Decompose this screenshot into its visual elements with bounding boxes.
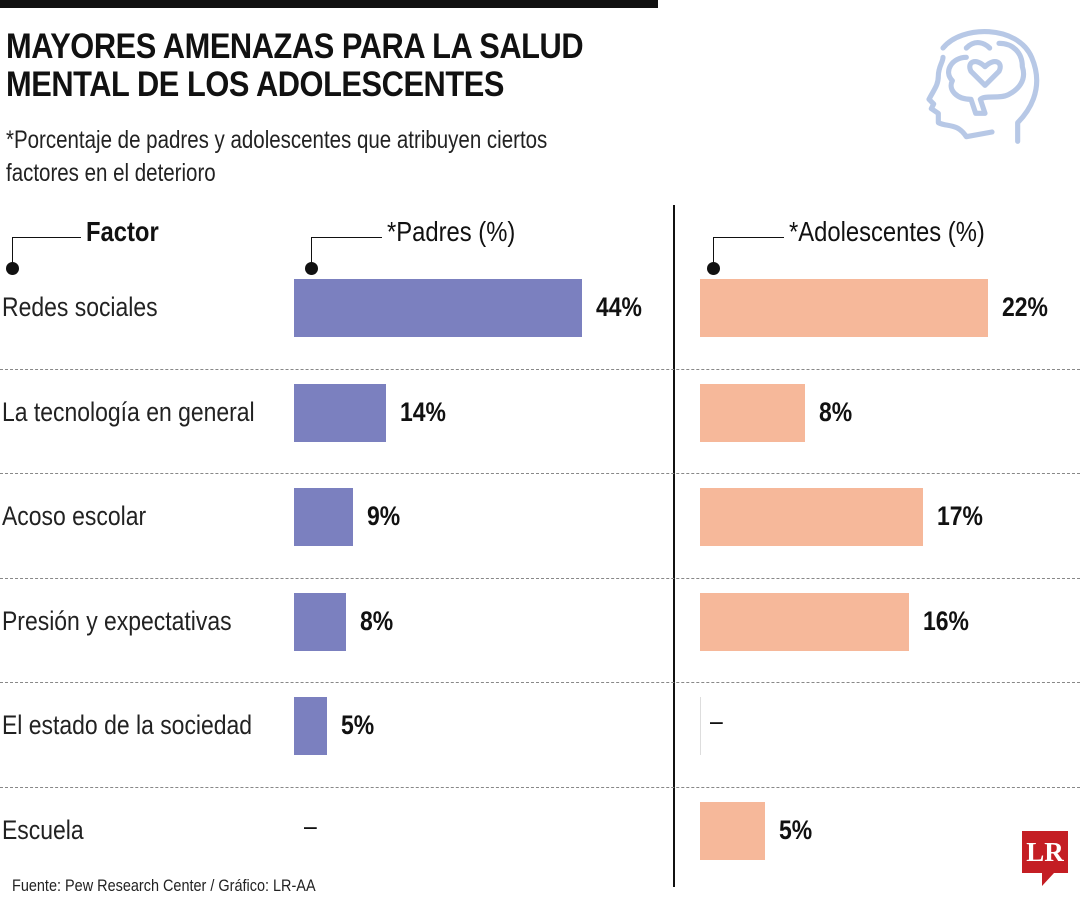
category-label: El estado de la sociedad: [2, 710, 253, 741]
value-label: 16%: [923, 605, 970, 636]
source-note: Fuente: Pew Research Center / Gráfico: L…: [12, 876, 316, 895]
row-separator: [0, 577, 1080, 579]
padres-header-dot: [305, 262, 318, 275]
legend-padres: *Padres (%): [387, 216, 516, 247]
chart-title: MAYORES AMENAZAS PARA LA SALUD MENTAL DE…: [6, 27, 584, 104]
bar-adolescentes: [700, 279, 988, 337]
value-label: 17%: [936, 501, 983, 532]
value-label: 22%: [1002, 292, 1048, 322]
padres-header-rule: [311, 237, 382, 266]
lr-logo: LR: [1022, 831, 1068, 886]
bar-adolescentes: [700, 488, 923, 547]
factor-header: Factor: [86, 216, 159, 247]
bar-adolescentes: [700, 592, 910, 651]
chart-subtitle: *Porcentaje de padres y adolescentes que…: [6, 126, 548, 187]
bar-padres: [294, 383, 386, 442]
bar-adolescentes: [700, 802, 766, 860]
bar-padres: [294, 488, 353, 547]
value-label: 8%: [360, 605, 394, 636]
missing-value: –: [710, 706, 723, 737]
factor-header-rule: [12, 237, 81, 266]
value-label: 44%: [596, 292, 642, 322]
top-rule: [0, 0, 658, 8]
adolescentes-header-dot: [707, 262, 720, 275]
head-brain-heart-icon: [926, 29, 1040, 144]
bar-padres: [294, 697, 327, 756]
category-label: Presión y expectativas: [2, 605, 232, 636]
row-separator: [0, 368, 1080, 370]
value-label: 14%: [399, 396, 446, 427]
value-label: 8%: [818, 396, 852, 427]
value-label: 9%: [366, 501, 401, 532]
category-label: Acoso escolar: [2, 501, 147, 532]
value-label: 5%: [340, 710, 374, 741]
bar-adolescentes: [700, 383, 805, 442]
panel-divider: [673, 205, 675, 887]
bar-padres: [294, 279, 582, 337]
missing-value: –: [304, 811, 317, 841]
adolescentes-header-rule: [713, 237, 784, 266]
value-label: 5%: [779, 815, 813, 845]
row-separator: [0, 787, 1080, 788]
bar-padres: [294, 592, 347, 651]
empty-bar-marker: [700, 697, 701, 756]
row-separator: [0, 682, 1080, 684]
category-label: Redes sociales: [2, 292, 158, 322]
factor-header-dot: [6, 262, 19, 275]
row-separator: [0, 473, 1080, 475]
category-label: Escuela: [2, 815, 84, 845]
legend-adolescentes: *Adolescentes (%): [789, 216, 985, 247]
category-label: La tecnología en general: [2, 396, 255, 427]
